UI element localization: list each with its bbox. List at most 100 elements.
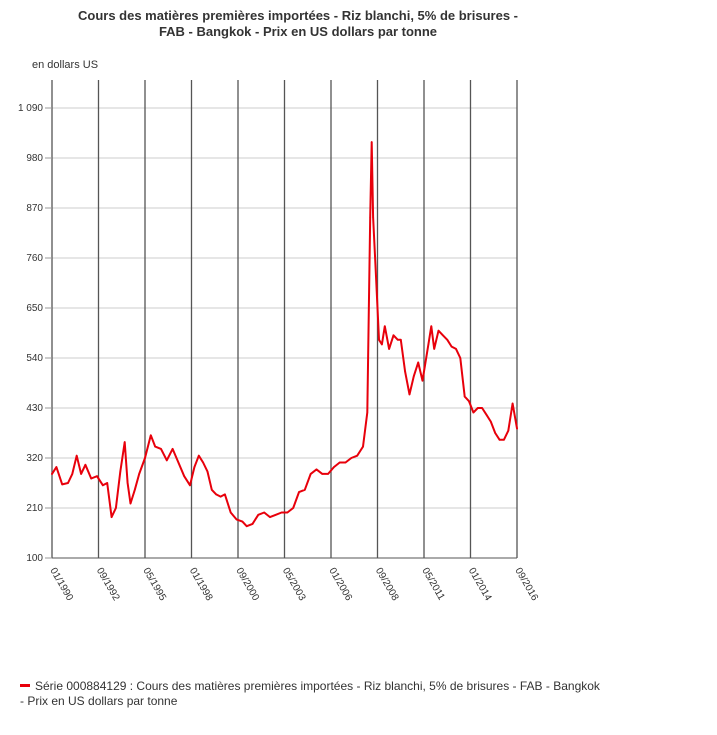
data-point: [67, 482, 69, 484]
data-point: [166, 459, 168, 462]
x-tick-label: 01/2006: [326, 566, 354, 603]
data-point: [450, 345, 453, 348]
chart-title: Cours des matières premières importées -…: [0, 8, 596, 40]
data-point: [507, 429, 510, 432]
data-point: [321, 473, 324, 475]
data-point: [202, 461, 204, 464]
data-point: [134, 489, 136, 491]
data-point: [417, 361, 420, 364]
data-point: [384, 325, 386, 328]
data-point: [404, 370, 406, 373]
data-point: [472, 411, 475, 414]
x-tick-label: 05/2003: [280, 566, 308, 603]
data-point: [119, 470, 122, 473]
data-point: [269, 516, 271, 518]
data-point: [171, 448, 174, 450]
legend-swatch: [20, 684, 30, 688]
data-point: [309, 473, 312, 475]
line-chart: 100 210 320 430 540 650 760 870 980 1 090 01/1990…: [18, 80, 540, 603]
data-point: [183, 475, 185, 478]
data-point: [61, 483, 63, 486]
data-point: [90, 477, 92, 480]
y-tick-label: 760: [26, 253, 43, 264]
data-point: [275, 514, 277, 516]
data-point: [455, 348, 457, 350]
data-point: [381, 343, 383, 346]
x-tick-label: 09/2008: [373, 566, 401, 603]
x-tick-label: 09/2000: [233, 566, 261, 603]
data-point: [494, 432, 497, 434]
chart-title-line-2: FAB - Bangkok - Prix en US dollars par t…: [158, 24, 438, 39]
y-tick-label: 650: [26, 303, 43, 314]
data-point: [280, 511, 283, 514]
data-point: [430, 325, 433, 328]
data-point: [375, 275, 377, 278]
y-tick-label: 210: [26, 503, 43, 514]
data-point: [350, 457, 353, 459]
legend-label: Série 000884129 : Cours des matières pre…: [20, 679, 600, 708]
data-point: [369, 216, 372, 218]
data-point: [215, 493, 217, 496]
data-point: [286, 511, 289, 514]
data-point: [206, 470, 209, 473]
data-point: [138, 473, 140, 475]
data-point: [96, 475, 98, 478]
x-tick-label: 01/2014: [466, 566, 494, 603]
data-point: [55, 466, 58, 468]
x-tick-label: 01/1990: [47, 566, 75, 603]
x-tick-label: 05/2011: [419, 566, 446, 603]
data-point: [51, 473, 53, 475]
chart-legend[interactable]: Série 000884129 : Cours des matières pre…: [20, 679, 600, 709]
data-point: [315, 468, 318, 471]
data-point: [110, 516, 113, 518]
data-point: [126, 482, 129, 484]
data-point: [459, 357, 462, 359]
chart-title-line-1: Cours des matières premières importées -…: [78, 8, 518, 23]
data-point: [362, 445, 364, 448]
y-tick-label: 100: [26, 553, 43, 564]
data-point: [388, 348, 390, 350]
data-point: [372, 216, 374, 218]
data-point: [463, 395, 466, 398]
y-tick-label: 430: [26, 403, 43, 414]
x-tick-label: 01/1998: [187, 566, 215, 603]
data-point: [115, 507, 117, 509]
data-point: [292, 507, 295, 509]
data-point: [75, 454, 78, 457]
data-point: [356, 454, 359, 457]
data-point: [490, 420, 492, 423]
data-point: [392, 334, 395, 337]
data-point: [219, 495, 222, 498]
chart-grid: [51, 80, 518, 559]
data-point: [446, 339, 449, 341]
data-point: [366, 411, 369, 414]
data-point: [160, 448, 162, 450]
y-tick-label: 1 090: [18, 103, 43, 114]
data-point: [485, 414, 488, 416]
data-point: [80, 473, 82, 475]
data-point: [338, 461, 341, 464]
data-point: [327, 473, 329, 475]
data-point: [477, 407, 479, 409]
data-point: [154, 445, 156, 448]
data-point: [481, 407, 483, 409]
y-axis-ticks: 100 210 320 430 540 650 760 870 980 1 090: [18, 103, 52, 564]
data-point: [241, 520, 244, 523]
data-point: [235, 518, 238, 521]
data-point: [177, 461, 180, 464]
data-point: [408, 393, 411, 396]
series-line: [51, 141, 518, 528]
x-tick-label: 05/1995: [140, 566, 168, 603]
data-point: [193, 466, 196, 468]
data-point: [468, 400, 470, 403]
data-point: [437, 329, 440, 332]
y-tick-label: 320: [26, 453, 43, 464]
data-point: [257, 514, 260, 516]
data-point: [511, 402, 514, 405]
data-point: [71, 473, 74, 475]
data-point: [150, 434, 152, 437]
y-tick-label: 540: [26, 353, 43, 364]
data-point: [397, 339, 399, 341]
data-point: [516, 427, 518, 430]
data-point: [229, 511, 232, 514]
